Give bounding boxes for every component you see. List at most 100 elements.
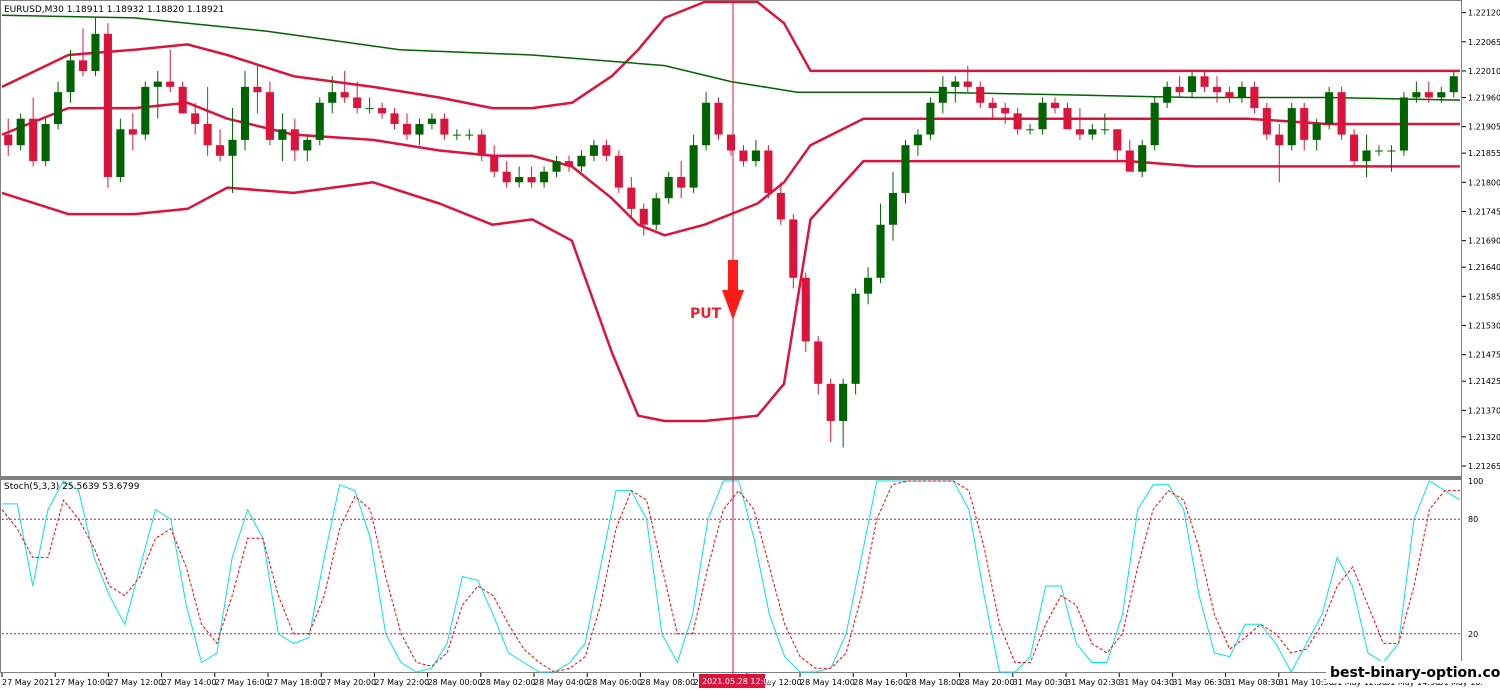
watermark-background [1326,661,1497,683]
bear-candle [677,177,686,188]
bull-candle [54,92,63,124]
bear-candle [1300,108,1309,140]
bear-candle [128,129,137,135]
bear-candle [976,86,985,103]
price-tick-label: 1.21425 [1468,377,1500,386]
time-tick-label: 31 May 04:30 [1119,678,1174,687]
bear-candle [1225,92,1234,98]
bull-candle [465,134,474,136]
bear-candle [78,60,88,71]
time-tick-label: 27 May 10:00 [55,678,110,687]
bear-candle [789,219,798,278]
bear-candle [440,118,449,135]
bear-candle [178,86,187,114]
bull-candle [664,177,673,199]
crosshair-time-badge [699,674,765,688]
bull-candle [153,81,162,87]
bull-candle [926,102,935,135]
stochastic-pane-border [0,479,1462,673]
bear-candle [253,86,262,93]
bear-candle [527,177,536,183]
bull-candle [1188,76,1197,93]
put-signal-label: PUT [690,306,722,322]
price-pane[interactable]: 1.22120 1.22065 1.22010 1.21960 1.21905 1.218… [0,0,1500,477]
bear-candle [265,92,274,140]
bear-candle [1001,108,1010,114]
stochastic-pane[interactable]: 100 80 20 Stoch(5,3,3) 25.5639 53.6799 [0,477,1484,674]
bear-candle [627,187,636,209]
price-tick-label: 1.21640 [1468,263,1500,272]
bear-candle [1212,86,1222,93]
bull-candle [91,33,100,71]
bull-candle [876,224,885,278]
bull-candle [315,102,324,140]
bear-candle [814,341,823,384]
bull-candle [328,92,337,103]
bear-candle [378,108,387,114]
time-tick-label: 27 May 14:00 [162,678,217,687]
bear-candle [1262,108,1271,135]
time-tick-label: 28 May 04:00 [534,678,589,687]
bull-candle [228,139,237,156]
stochastic-label: Stoch(5,3,3) 25.5639 53.6799 [4,482,140,492]
price-tick-label: 1.22065 [1468,38,1500,47]
bull-candle [1150,102,1159,146]
bull-candle [1362,150,1371,162]
time-tick-label: 27 May 12:00 [108,678,163,687]
bear-candle [4,134,13,146]
bull-candle [1412,92,1421,98]
time-tick-label: 27 May 2021 [2,678,54,687]
bull-candle [41,123,50,162]
bull-candle [1026,129,1035,131]
bear-candle [764,150,773,193]
price-tick-label: 1.21745 [1468,207,1500,216]
stochastic-signal-line [1,480,1460,673]
bear-candle [103,33,112,178]
bear-candle [1175,86,1184,93]
bull-candle [864,277,873,294]
time-tick-label: 28 May 14:00 [800,678,855,687]
bull-candle [1038,102,1047,130]
time-tick-label: 28 May 16:00 [853,678,908,687]
bull-candle [1449,76,1458,93]
bull-candle [938,86,947,103]
time-tick-label: 27 May 16:00 [215,678,270,687]
bull-candle [365,108,374,110]
bear-candle [726,134,736,151]
bull-candle [1387,150,1396,152]
bear-candle [564,161,574,167]
time-tick-label: 27 May 18:00 [268,678,323,687]
price-tick-label: 1.21370 [1468,406,1500,415]
price-tick-label: 1.21690 [1468,237,1500,246]
bollinger-upper-line [1,0,1460,110]
time-tick-label: 28 May 18:00 [906,678,961,687]
bear-candle [1113,129,1122,151]
bollinger-middle-line [1,101,1460,237]
bear-candle [390,113,399,124]
price-tick-label: 1.21475 [1468,351,1500,360]
bull-candle [540,171,549,183]
bear-candle [216,145,225,156]
bear-candle [1337,92,1346,135]
stochastic-level-label: 100 [1468,477,1483,486]
bull-candle [951,81,960,87]
bull-candle [913,134,922,146]
bear-candle [739,150,748,162]
bear-candle [502,171,511,183]
candlesticks [4,17,1458,448]
time-tick-label: 28 May 06:00 [587,678,642,687]
pane-separator[interactable] [0,476,1462,479]
bear-candle [1200,76,1209,87]
time-tick-label: 28 May 20:00 [960,678,1015,687]
stochastic-level-label: 80 [1468,515,1478,524]
bull-candle [851,293,860,384]
bear-candle [166,81,175,87]
bull-candle [66,60,75,93]
stochastic-levels: 100 80 20 [2,477,1483,639]
bull-candle [901,145,910,193]
bear-candle [639,208,648,225]
time-tick-label: 28 May 12:00 [747,678,802,687]
bull-candle [1138,145,1147,172]
